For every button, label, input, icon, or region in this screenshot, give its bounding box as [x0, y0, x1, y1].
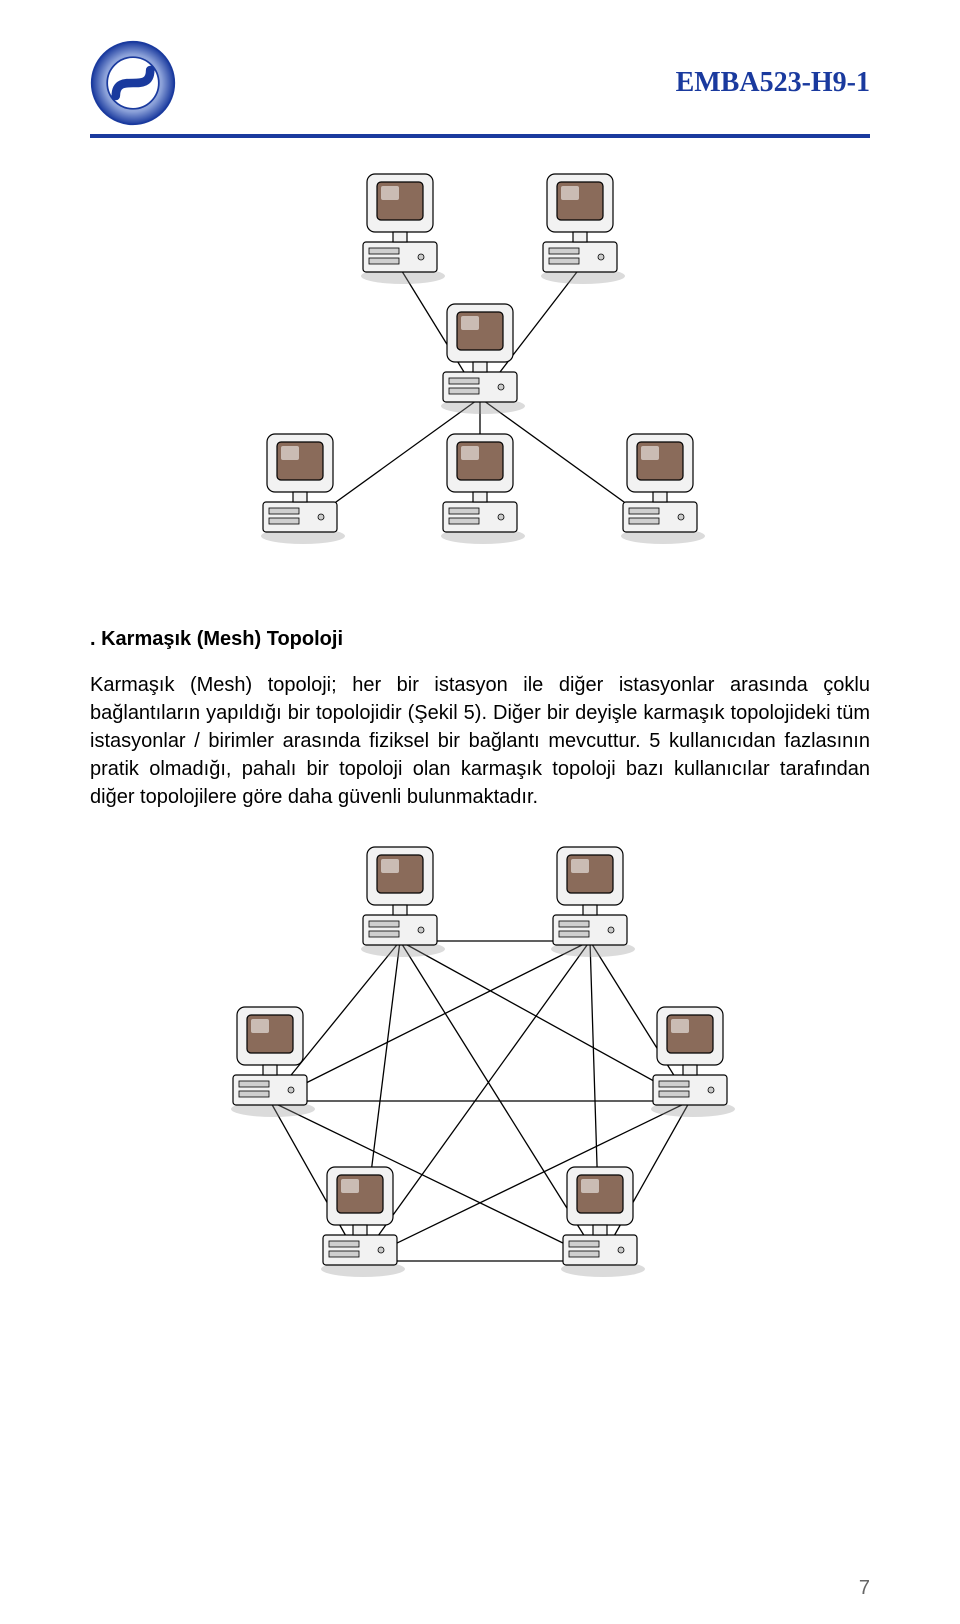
section-title: . Karmaşık (Mesh) Topoloji — [90, 628, 870, 651]
mesh-diagram-svg — [200, 841, 760, 1281]
page-number: 7 — [859, 1577, 870, 1600]
nodes — [231, 847, 735, 1277]
university-logo-icon — [90, 40, 176, 126]
computer-icon — [361, 174, 445, 284]
page-header: EMBA523-H9-1 — [90, 40, 870, 126]
header-rule — [90, 134, 870, 138]
computer-icon — [561, 1167, 645, 1277]
computer-icon — [361, 847, 445, 957]
computer-icon — [551, 847, 635, 957]
computer-icon — [441, 304, 525, 414]
section-body: Karmaşık (Mesh) topoloji; her bir istasy… — [90, 671, 870, 811]
computer-icon — [651, 1007, 735, 1117]
mesh-topology-diagram — [90, 841, 870, 1281]
tree-diagram-svg — [220, 168, 740, 588]
computer-icon — [321, 1167, 405, 1277]
tree-topology-diagram — [90, 168, 870, 588]
document-code: EMBA523-H9-1 — [676, 67, 870, 99]
computer-icon — [541, 174, 625, 284]
page: EMBA523-H9-1 . Karmaşık (Mesh) Topoloji … — [0, 0, 960, 1624]
nodes — [261, 174, 705, 544]
computer-icon — [621, 434, 705, 544]
computer-icon — [441, 434, 525, 544]
computer-icon — [261, 434, 345, 544]
